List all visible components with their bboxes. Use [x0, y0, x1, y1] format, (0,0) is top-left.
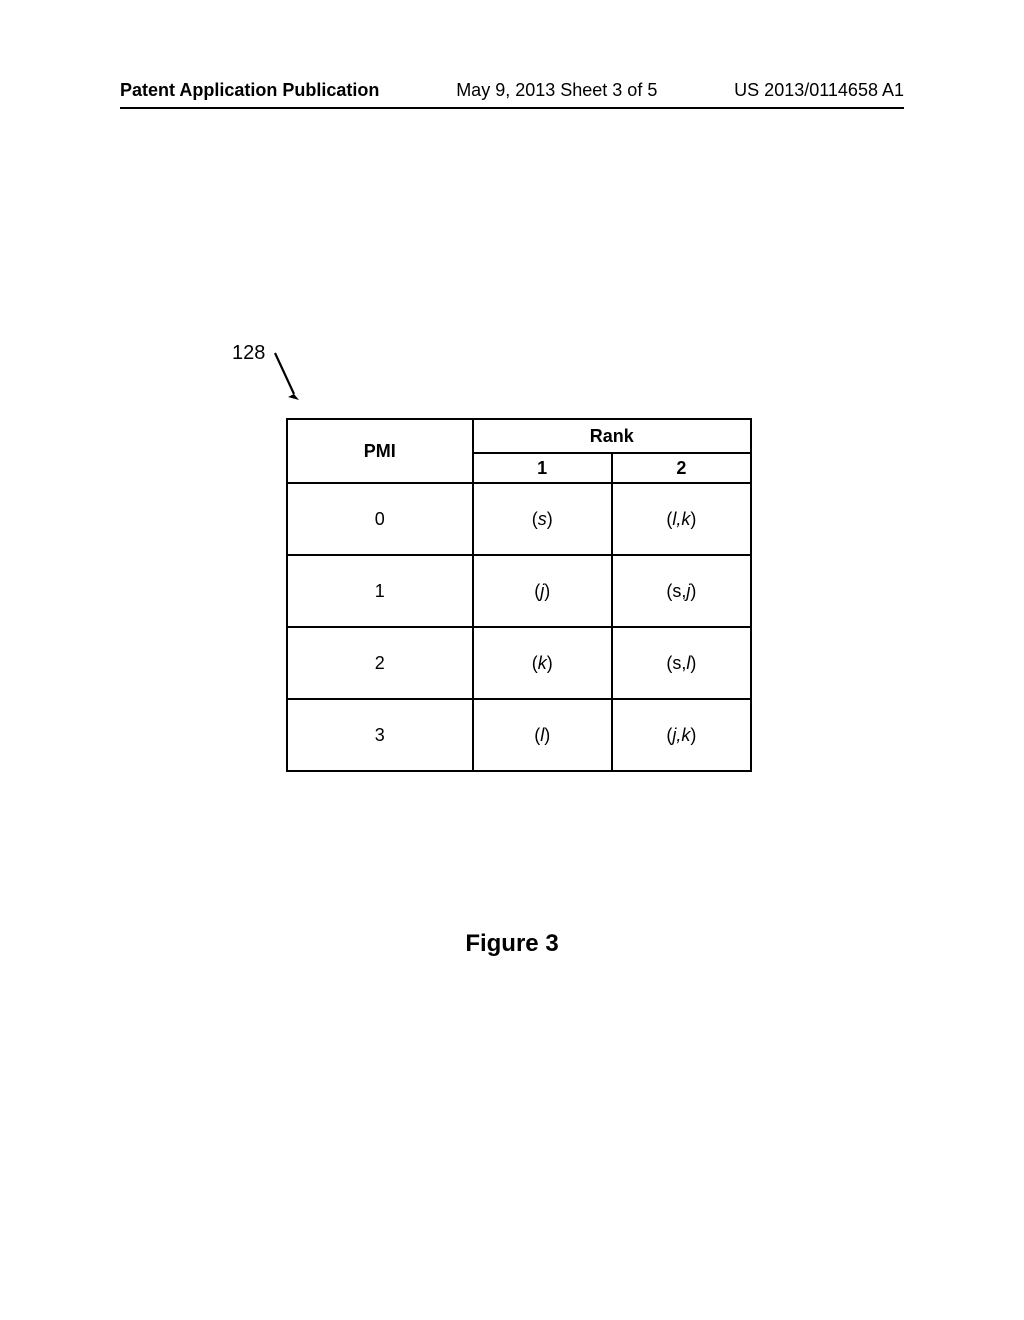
cell-rank-2: (j,k)	[612, 699, 751, 771]
cell-rank-2: (s,j)	[612, 555, 751, 627]
cell-pmi: 2	[287, 627, 473, 699]
cell-rank-2: (s,l)	[612, 627, 751, 699]
header-left: Patent Application Publication	[120, 80, 379, 101]
cell-rank-1: (s)	[473, 483, 612, 555]
table-row: 3 (l) (j,k)	[287, 699, 751, 771]
figure-caption: Figure 3	[0, 930, 1024, 958]
header-right: US 2013/0114658 A1	[734, 80, 904, 101]
header-rank: Rank	[473, 419, 751, 453]
pmi-rank-table: PMI Rank 1 2 0 (s) (l,k) 1 (j) (s,j)	[286, 418, 752, 772]
table-row: 1 (j) (s,j)	[287, 555, 751, 627]
header-center: May 9, 2013 Sheet 3 of 5	[379, 80, 734, 101]
page: Patent Application Publication May 9, 20…	[0, 0, 1024, 1320]
reference-numeral: 128	[232, 342, 265, 365]
cell-rank-1: (j)	[473, 555, 612, 627]
reference-arrow-icon	[272, 350, 302, 410]
cell-rank-1: (l)	[473, 699, 612, 771]
header-rank-2: 2	[612, 453, 751, 483]
cell-rank-2: (l,k)	[612, 483, 751, 555]
table-row: 2 (k) (s,l)	[287, 627, 751, 699]
table-row: 0 (s) (l,k)	[287, 483, 751, 555]
page-header: Patent Application Publication May 9, 20…	[120, 80, 904, 109]
cell-pmi: 3	[287, 699, 473, 771]
cell-pmi: 1	[287, 555, 473, 627]
header-rank-1: 1	[473, 453, 612, 483]
header-pmi: PMI	[287, 419, 473, 483]
cell-rank-1: (k)	[473, 627, 612, 699]
cell-pmi: 0	[287, 483, 473, 555]
